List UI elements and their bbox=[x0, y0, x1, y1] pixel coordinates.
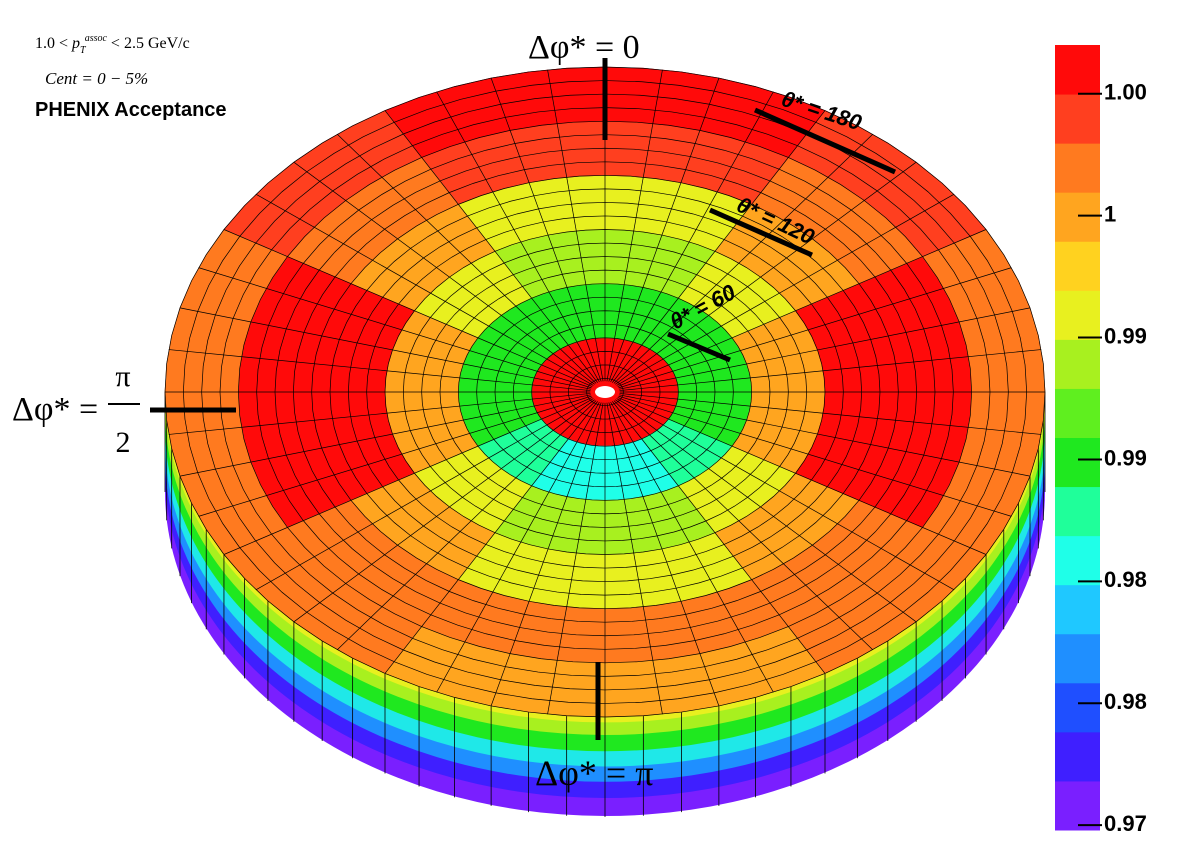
colorbar-band bbox=[1055, 388, 1100, 438]
colorbar-tick-label: 0.98 bbox=[1104, 689, 1147, 714]
colorbar-tick-label: 1 bbox=[1104, 201, 1116, 226]
colorbar-band bbox=[1055, 45, 1100, 95]
colorbar-band bbox=[1055, 192, 1100, 242]
colorbar: 0.97 0.98 0.98 0.99 0.99 1 1.00 bbox=[1055, 45, 1147, 836]
colorbar-band bbox=[1055, 585, 1100, 635]
colorbar-band bbox=[1055, 143, 1100, 193]
colorbar-band bbox=[1055, 339, 1100, 389]
phi-label-left: Δφ* = bbox=[12, 391, 98, 428]
colorbar-tick-label: 0.99 bbox=[1104, 323, 1147, 348]
center-hole bbox=[595, 386, 615, 398]
colorbar-tick-label: 0.99 bbox=[1104, 445, 1147, 470]
colorbar-band bbox=[1055, 241, 1100, 291]
colorbar-band bbox=[1055, 683, 1100, 733]
colorbar-tick-label: 0.98 bbox=[1104, 567, 1147, 592]
phi-label-left-denominator: 2 bbox=[116, 426, 131, 459]
phi-label-left-numerator: π bbox=[115, 360, 130, 393]
chart: 0.97 0.98 0.98 0.99 0.99 1 1.00 1.0 < pTassoc … bbox=[0, 0, 1178, 847]
colorbar-band bbox=[1055, 438, 1100, 488]
colorbar-band bbox=[1055, 94, 1100, 144]
colorbar-band bbox=[1055, 536, 1100, 586]
colorbar-band bbox=[1055, 487, 1100, 537]
plot-title: PHENIX Acceptance bbox=[35, 99, 227, 121]
centrality-label: Cent = 0 − 5% bbox=[45, 69, 148, 88]
colorbar-band bbox=[1055, 290, 1100, 340]
momentum-label: 1.0 < pTassoc < 2.5 GeV/c bbox=[35, 33, 190, 56]
colorbar-band bbox=[1055, 732, 1100, 782]
phi-label-bottom: Δφ* = π bbox=[535, 753, 653, 793]
colorbar-tick-label: 1.00 bbox=[1104, 80, 1147, 105]
phi-label-top: Δφ* = 0 bbox=[528, 29, 640, 66]
surface bbox=[165, 67, 1045, 717]
colorbar-band bbox=[1055, 781, 1100, 831]
colorbar-tick-label: 0.97 bbox=[1104, 811, 1147, 836]
colorbar-band bbox=[1055, 634, 1100, 684]
